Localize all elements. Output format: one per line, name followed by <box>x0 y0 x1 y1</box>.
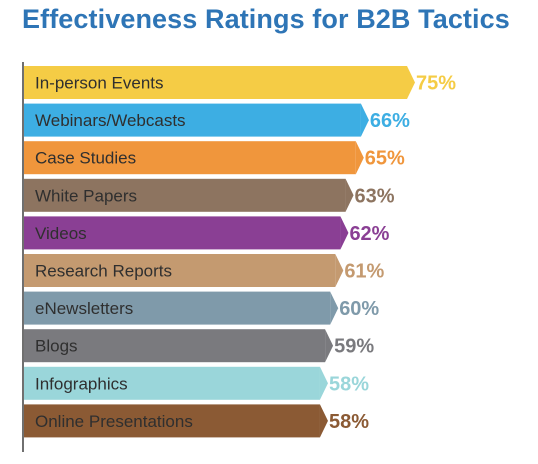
category-label: eNewsletters <box>35 299 133 318</box>
bar-tip-enewsletters <box>330 291 339 325</box>
value-label: 58% <box>329 373 369 395</box>
bar-row-white-papers: White Papers 63% <box>24 178 395 212</box>
value-label: 66% <box>370 110 410 132</box>
bar-white-papers <box>24 178 346 212</box>
bar-tip-online-presentations <box>319 404 328 438</box>
value-label: 63% <box>355 185 395 207</box>
bar-tip-videos <box>340 216 349 250</box>
value-label: 61% <box>344 261 384 283</box>
bar-row-infographics: Infographics 58% <box>24 366 369 400</box>
bar-row-case-studies: Case Studies 65% <box>24 141 405 175</box>
bar-row-in-person-events: In-person Events 75% <box>24 66 456 99</box>
value-label: 65% <box>365 148 405 170</box>
bar-tip-webinars-webcasts <box>360 103 369 137</box>
bar-tip-in-person-events <box>407 66 415 99</box>
category-label: Blogs <box>35 337 78 356</box>
bar-tip-blogs <box>325 329 334 363</box>
value-label: 62% <box>349 223 389 245</box>
category-label: Research Reports <box>35 262 172 281</box>
bar-tip-research-reports <box>335 254 344 287</box>
bar-online-presentations <box>24 404 320 438</box>
value-label: 60% <box>339 298 379 320</box>
category-label: Case Studies <box>35 149 136 168</box>
value-label: 75% <box>416 73 456 95</box>
category-label: Infographics <box>35 374 128 393</box>
bar-infographics <box>24 366 320 400</box>
bar-row-research-reports: Research Reports 61% <box>24 254 385 287</box>
chart-title: Effectiveness Ratings for B2B Tactics <box>22 4 510 34</box>
category-label: White Papers <box>35 186 137 205</box>
bar-webinars-webcasts <box>24 103 361 137</box>
bar-row-webinars-webcasts: Webinars/Webcasts 66% <box>24 103 410 137</box>
category-label: Online Presentations <box>35 412 193 431</box>
bar-enewsletters <box>24 291 331 325</box>
bar-in-person-events <box>24 66 407 99</box>
bar-row-enewsletters: eNewsletters 60% <box>24 291 379 325</box>
bar-tip-case-studies <box>355 141 364 175</box>
bar-row-videos: Videos 62% <box>24 216 390 250</box>
value-label: 59% <box>334 336 374 358</box>
bar-research-reports <box>24 254 336 287</box>
bar-tip-white-papers <box>345 178 354 212</box>
bar-videos <box>24 216 341 250</box>
bar-row-online-presentations: Online Presentations 58% <box>24 404 369 438</box>
category-label: Webinars/Webcasts <box>35 111 186 130</box>
bar-row-blogs: Blogs 59% <box>24 329 374 363</box>
category-label: In-person Events <box>35 74 164 93</box>
bar-tip-infographics <box>319 366 328 400</box>
bar-blogs <box>24 329 326 363</box>
category-label: Videos <box>35 224 87 243</box>
bar-case-studies <box>24 141 356 175</box>
value-label: 58% <box>329 411 369 433</box>
